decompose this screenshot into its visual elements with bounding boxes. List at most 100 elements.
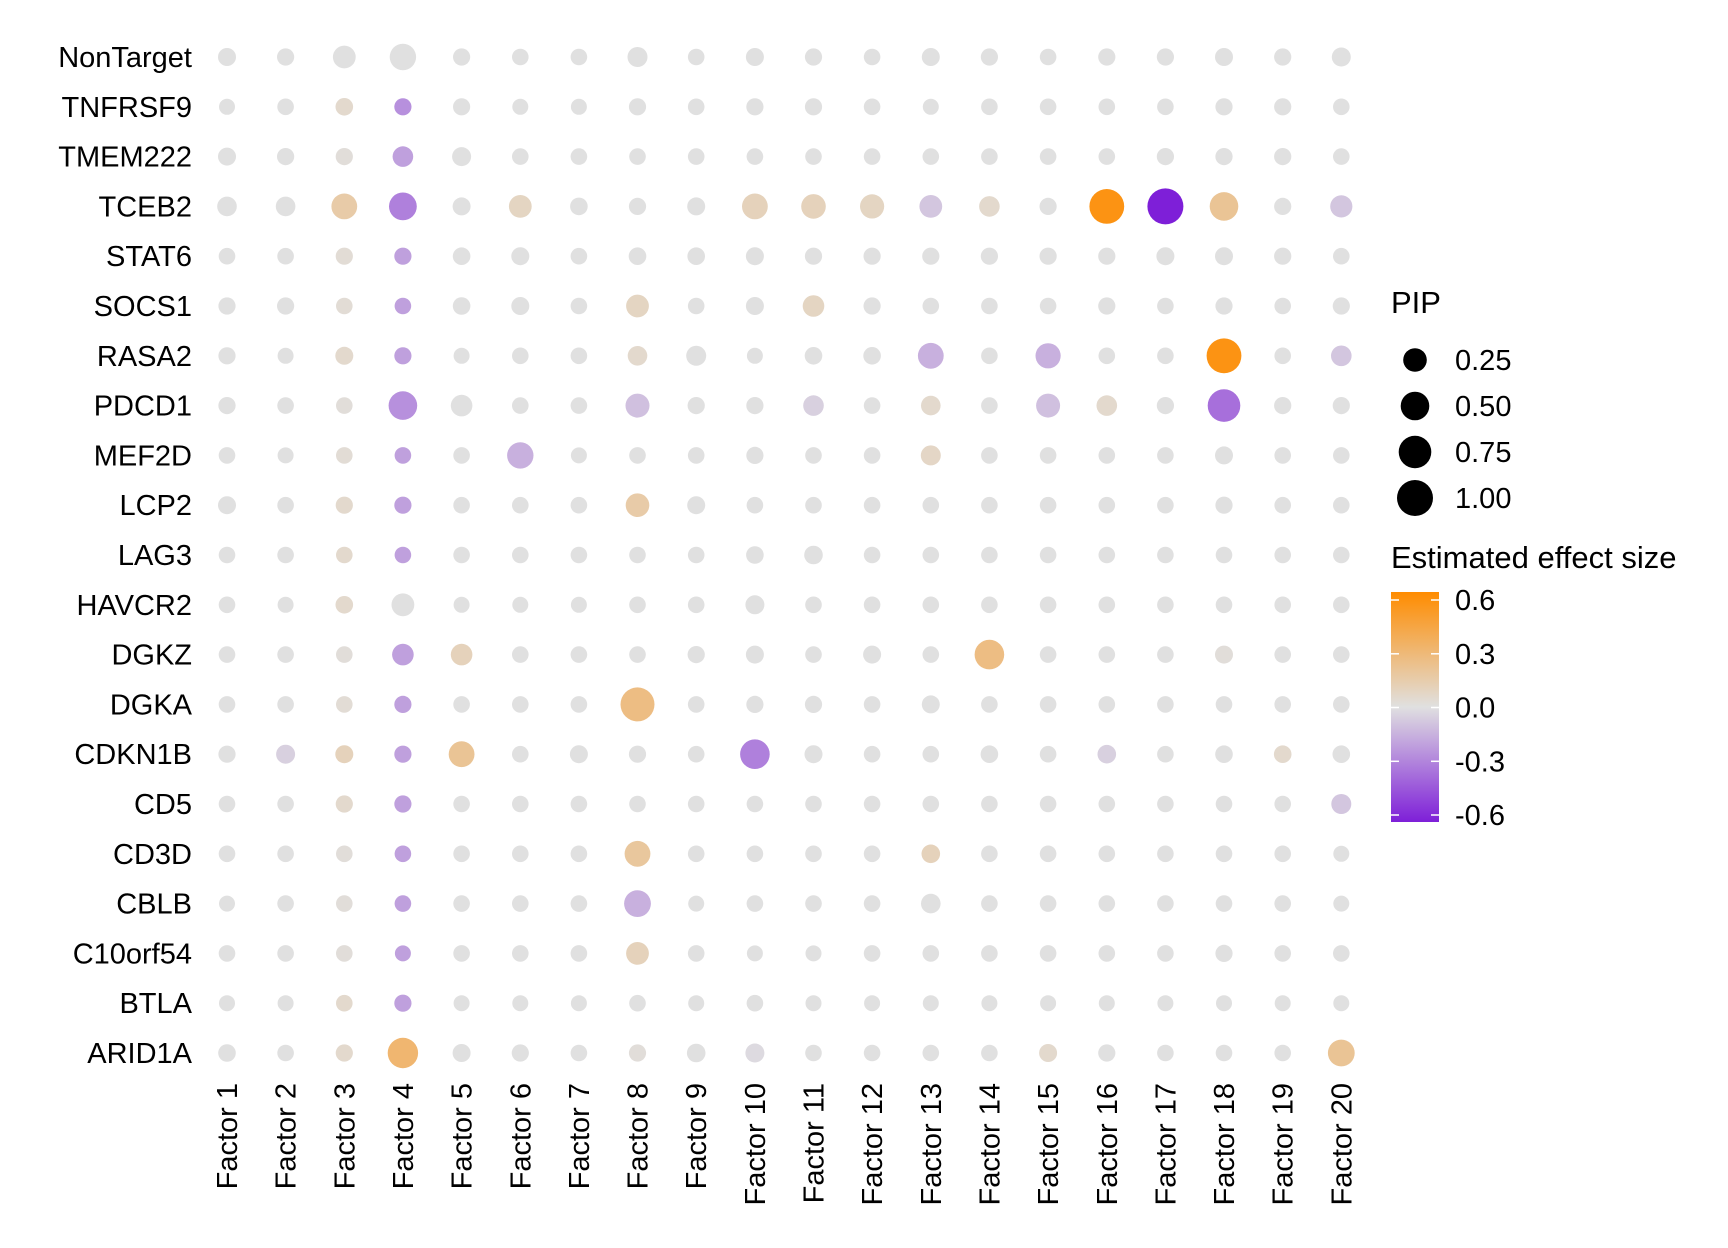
x-label-factor-10: Factor 10 — [740, 1083, 772, 1206]
dot-arid1a-factor-4 — [387, 1037, 419, 1069]
dot-mef2d-factor-12 — [863, 447, 881, 464]
y-label-btla: BTLA — [119, 988, 192, 1020]
dot-havcr2-factor-6 — [512, 596, 529, 613]
dot-btla-factor-8 — [629, 994, 646, 1012]
y-label-dgka: DGKA — [110, 689, 193, 721]
dot-btla-factor-11 — [805, 995, 822, 1012]
dot-tnfrsf9-factor-15 — [1039, 98, 1057, 116]
dot-pdcd1-factor-10 — [746, 397, 764, 415]
dot-arid1a-factor-3 — [335, 1044, 353, 1062]
dot-c10orf54-factor-4 — [394, 945, 411, 962]
dot-cblb-factor-7 — [570, 895, 588, 912]
pip-size-legend: PIP 0.25 0.50 0.75 1.00 — [1391, 285, 1511, 516]
dot-mef2d-factor-4 — [394, 447, 412, 464]
dot-havcr2-factor-14 — [981, 596, 998, 614]
dot-cd3d-factor-20 — [1333, 845, 1350, 862]
dot-mef2d-factor-7 — [570, 447, 587, 464]
dot-btla-factor-10 — [746, 994, 764, 1012]
dot-mef2d-factor-1 — [218, 447, 236, 464]
dot-lag3-factor-10 — [746, 546, 764, 564]
dot-lag3-factor-4 — [394, 546, 412, 564]
dot-mef2d-factor-5 — [453, 447, 470, 464]
dot-nontarget-factor-16 — [1098, 48, 1116, 66]
dot-lcp2-factor-2 — [277, 496, 294, 514]
dot-rasa2-factor-4 — [394, 347, 412, 365]
dot-cblb-factor-3 — [336, 895, 353, 912]
dot-rasa2-factor-10 — [746, 347, 763, 364]
dot-cblb-factor-16 — [1098, 895, 1116, 912]
dot-lag3-factor-12 — [863, 546, 881, 564]
dot-nontarget-factor-3 — [332, 45, 356, 69]
dot-socs1-factor-1 — [218, 297, 236, 315]
dot-cd3d-factor-1 — [218, 845, 236, 863]
dot-arid1a-factor-8 — [628, 1044, 647, 1062]
dot-havcr2-factor-4 — [391, 593, 415, 617]
dot-socs1-factor-6 — [511, 297, 530, 315]
dot-havcr2-factor-3 — [335, 596, 354, 614]
dot-cblb-factor-11 — [805, 895, 822, 912]
dot-nontarget-factor-18 — [1215, 48, 1233, 66]
dot-cdkn1b-factor-18 — [1215, 745, 1233, 763]
dot-rasa2-factor-7 — [570, 347, 588, 365]
dot-cd5-factor-20 — [1331, 794, 1352, 814]
y-label-cblb: CBLB — [116, 889, 192, 921]
dot-dgkz-factor-12 — [863, 645, 882, 664]
dot-stat6-factor-9 — [687, 247, 705, 265]
dot-cd5-factor-16 — [1098, 795, 1116, 813]
y-label-havcr2: HAVCR2 — [77, 590, 193, 622]
dot-stat6-factor-18 — [1215, 247, 1233, 266]
dot-cdkn1b-factor-1 — [218, 745, 236, 763]
dot-lag3-factor-13 — [922, 546, 940, 564]
dot-mef2d-factor-13 — [920, 445, 941, 466]
dot-cd5-factor-4 — [394, 795, 412, 813]
dot-pdcd1-factor-2 — [277, 397, 294, 414]
dot-tmem222-factor-9 — [687, 148, 705, 165]
dot-pdcd1-factor-13 — [921, 395, 941, 416]
dot-lcp2-factor-9 — [687, 496, 706, 515]
dot-cd5-factor-17 — [1157, 795, 1174, 813]
dot-dgkz-factor-7 — [570, 646, 588, 663]
y-label-cdkn1b: CDKN1B — [74, 739, 192, 771]
dot-c10orf54-factor-12 — [863, 945, 881, 962]
dot-mef2d-factor-3 — [336, 447, 353, 464]
dot-tnfrsf9-factor-18 — [1215, 98, 1233, 116]
dot-havcr2-factor-8 — [629, 596, 646, 614]
dot-stat6-factor-12 — [863, 247, 881, 265]
dot-tceb2-factor-12 — [860, 194, 885, 219]
dot-pdcd1-factor-15 — [1036, 393, 1061, 418]
dot-tnfrsf9-factor-13 — [922, 98, 939, 115]
dot-dgka-factor-17 — [1157, 696, 1174, 713]
dot-socs1-factor-4 — [394, 297, 412, 315]
dot-dgkz-factor-1 — [218, 646, 236, 663]
dot-c10orf54-factor-14 — [981, 945, 998, 962]
dot-dgkz-factor-20 — [1333, 646, 1350, 663]
dot-tceb2-factor-18 — [1209, 192, 1239, 221]
dot-mef2d-factor-18 — [1215, 446, 1233, 465]
x-label-factor-2: Factor 2 — [271, 1083, 303, 1189]
dot-pdcd1-factor-5 — [450, 394, 473, 417]
dot-tmem222-factor-7 — [570, 148, 588, 165]
dot-cdkn1b-factor-4 — [394, 745, 412, 763]
y-label-tmem222: TMEM222 — [58, 142, 192, 174]
dot-btla-factor-17 — [1157, 995, 1174, 1012]
dot-stat6-factor-3 — [335, 247, 353, 265]
dot-dgkz-factor-16 — [1098, 646, 1116, 663]
dot-dgkz-factor-4 — [392, 643, 414, 666]
effect-legend-title: Estimated effect size — [1391, 540, 1676, 575]
dot-arid1a-factor-12 — [863, 1044, 881, 1062]
dot-havcr2-factor-5 — [453, 596, 470, 613]
effect-legend-label-4: -0.3 — [1455, 746, 1505, 778]
dot-c10orf54-factor-8 — [626, 942, 649, 965]
dot-lcp2-factor-3 — [335, 496, 353, 514]
dot-dgkz-factor-8 — [629, 646, 646, 663]
dot-dgka-factor-16 — [1098, 696, 1116, 713]
dot-stat6-factor-6 — [511, 247, 530, 266]
dot-pdcd1-factor-4 — [388, 391, 418, 420]
dot-lcp2-factor-18 — [1215, 496, 1233, 514]
dot-cblb-factor-5 — [453, 895, 470, 912]
dot-mef2d-factor-15 — [1039, 447, 1057, 464]
dot-cblb-factor-13 — [921, 893, 941, 914]
dot-cd3d-factor-3 — [336, 845, 353, 863]
dot-cd5-factor-6 — [512, 795, 529, 813]
pip-legend-dot-4 — [1397, 480, 1433, 516]
